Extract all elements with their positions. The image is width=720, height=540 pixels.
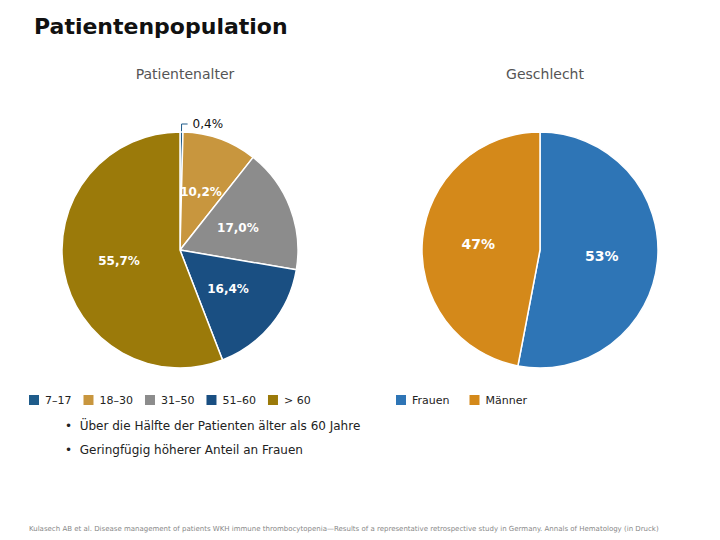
svg-text:Frauen: Frauen: [412, 394, 450, 407]
svg-text:16,4%: 16,4%: [207, 282, 249, 296]
svg-text:• Über die Hälfte der Patient: • Über die Hälfte der Patienten älter al…: [65, 417, 360, 433]
svg-text:51–60: 51–60: [222, 394, 256, 407]
svg-text:55,7%: 55,7%: [98, 254, 140, 268]
svg-text:7–17: 7–17: [45, 394, 72, 407]
svg-text:Geschlecht: Geschlecht: [506, 66, 584, 82]
svg-text:Männer: Männer: [486, 394, 528, 407]
svg-text:47%: 47%: [462, 236, 496, 252]
svg-text:31–50: 31–50: [161, 394, 195, 407]
svg-text:• Geringfügig höherer Anteil: • Geringfügig höherer Anteil an Frauen: [65, 443, 303, 457]
svg-text:53%: 53%: [585, 248, 619, 264]
svg-text:10,2%: 10,2%: [180, 185, 222, 199]
svg-text:> 60: > 60: [284, 394, 311, 407]
svg-text:0,4%: 0,4%: [193, 117, 224, 131]
svg-text:18–30: 18–30: [99, 394, 133, 407]
svg-text:Kulasech AB et al. Disease man: Kulasech AB et al. Disease management of…: [29, 525, 659, 533]
svg-text:Patientenalter: Patientenalter: [136, 66, 235, 82]
svg-text:17,0%: 17,0%: [217, 221, 259, 235]
svg-text:Patientenpopulation: Patientenpopulation: [34, 14, 288, 39]
